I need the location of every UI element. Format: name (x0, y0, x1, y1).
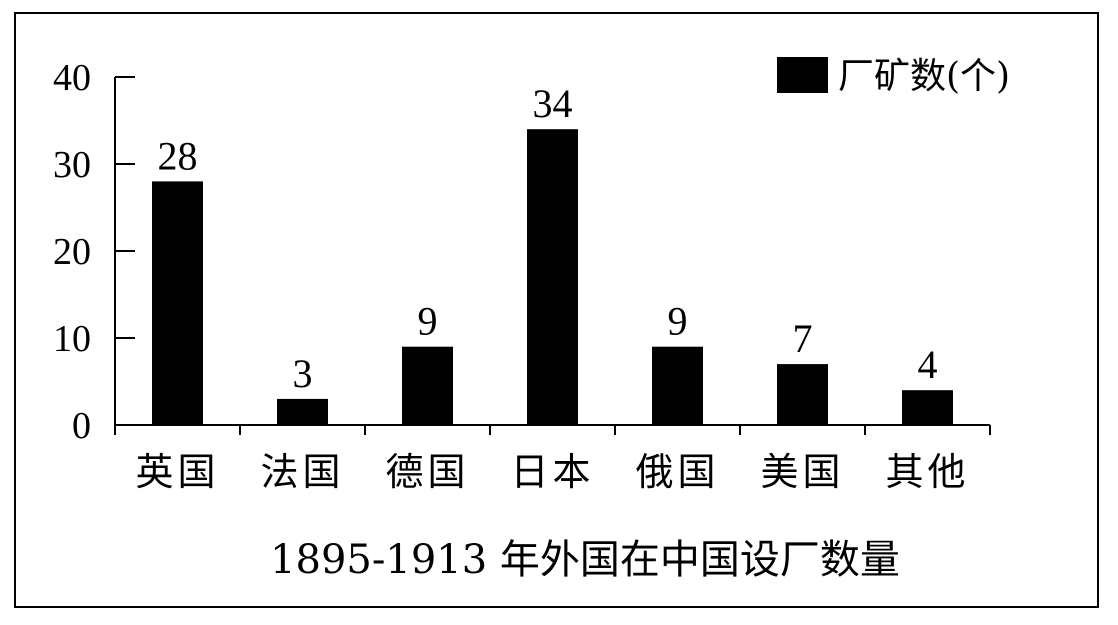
bar-value-label: 28 (158, 133, 198, 178)
bar (902, 390, 953, 425)
legend: 厂矿数(个) (777, 56, 1010, 97)
category-labels: 英国 法国 德国 日本 俄国 美国 其他 (135, 450, 969, 494)
category-label: 俄国 (635, 450, 719, 494)
y-tick-label: 0 (72, 405, 91, 447)
y-axis-ticks: 0 10 20 30 40 (53, 57, 135, 447)
y-tick-label: 10 (53, 318, 91, 360)
bar-value-label: 34 (533, 81, 573, 126)
category-label: 英国 (135, 450, 219, 494)
category-label: 德国 (385, 450, 469, 494)
bar-value-label: 9 (418, 299, 438, 344)
y-tick-label: 20 (53, 231, 91, 273)
bar-value-label: 3 (293, 351, 313, 396)
category-label: 法国 (260, 450, 344, 494)
bar (152, 181, 203, 425)
y-tick-label: 40 (53, 57, 91, 99)
bar-value-label: 9 (668, 299, 688, 344)
category-label: 其他 (885, 450, 969, 494)
bar (527, 129, 578, 425)
bar (277, 398, 328, 425)
chart-title: 1895-1913 年外国在中国设厂数量 (270, 537, 900, 583)
chart-frame (14, 12, 1099, 608)
bar (777, 364, 828, 425)
category-label: 日本 (510, 450, 594, 494)
category-label: 美国 (760, 450, 844, 494)
legend-swatch (777, 57, 828, 93)
bar (402, 346, 453, 425)
bar-value-label: 7 (793, 316, 813, 361)
legend-label: 厂矿数(个) (838, 56, 1010, 97)
value-labels: 28 3 9 34 9 7 4 (158, 81, 938, 396)
bar-value-label: 4 (918, 342, 938, 387)
y-tick-label: 30 (53, 144, 91, 186)
bars (152, 129, 953, 425)
bar (652, 346, 703, 425)
